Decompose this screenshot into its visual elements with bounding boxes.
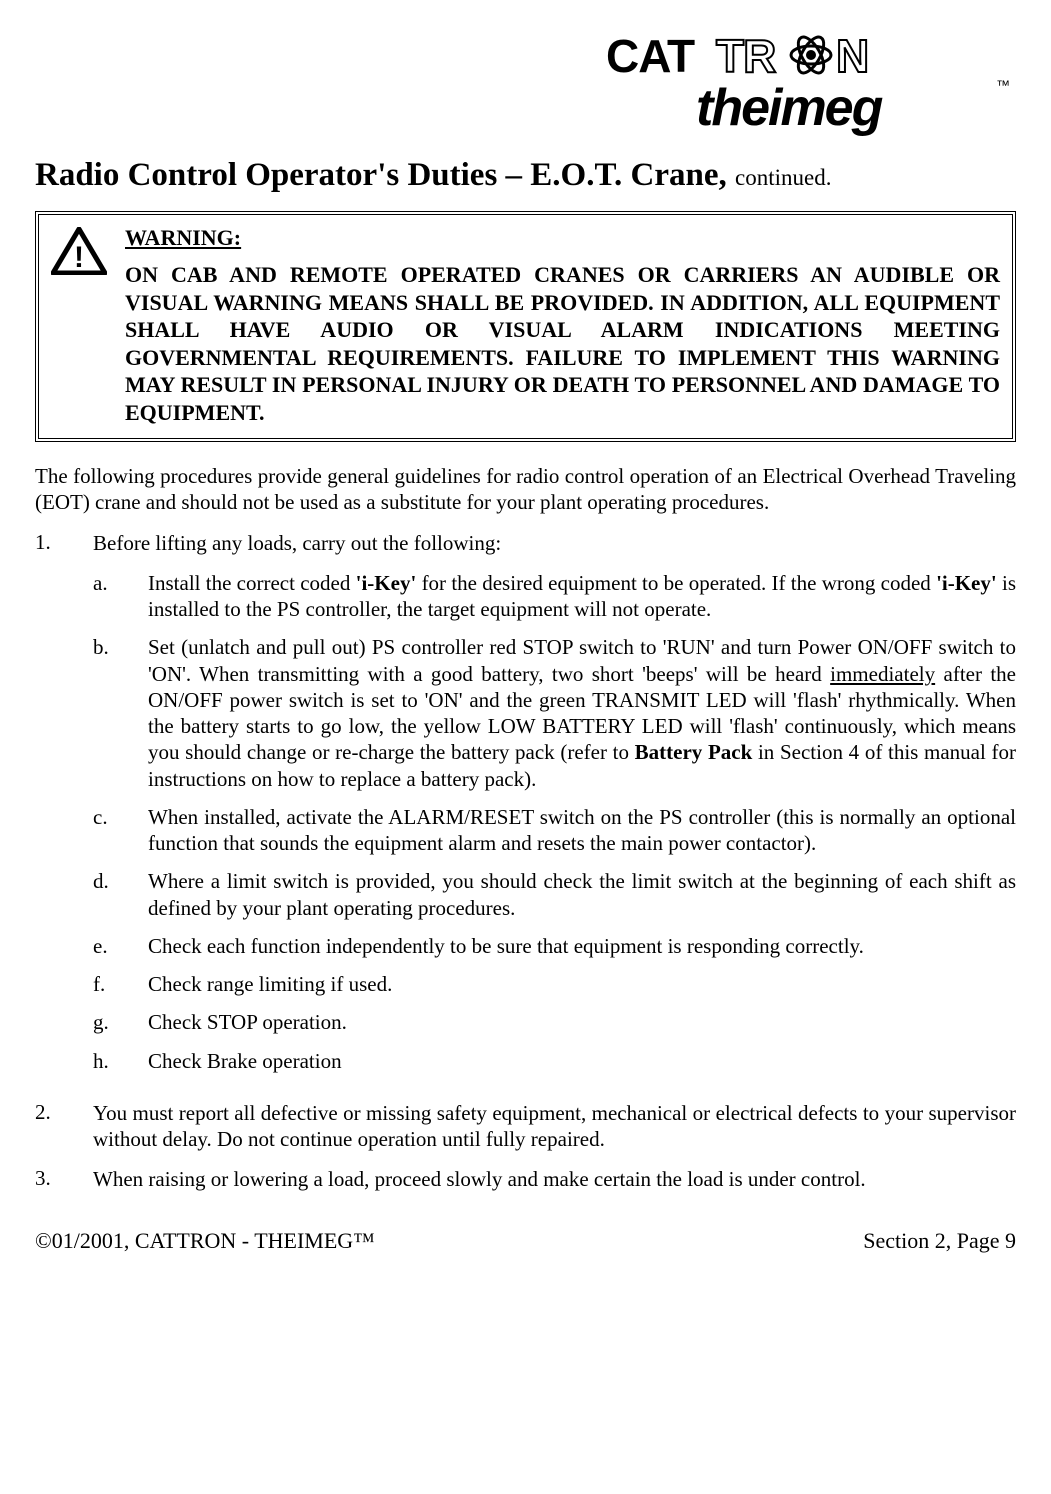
- svg-text:!: !: [74, 241, 84, 274]
- page-title: Radio Control Operator's Duties – E.O.T.…: [35, 156, 1016, 196]
- footer-copyright: ©01/2001, CATTRON - THEIMEG™: [35, 1228, 375, 1254]
- sub-item-c: c. When installed, activate the ALARM/RE…: [93, 804, 1016, 857]
- intro-paragraph: The following procedures provide general…: [35, 463, 1016, 516]
- warning-text: ON CAB AND REMOTE OPERATED CRANES OR CAR…: [125, 261, 1000, 426]
- sub-content: Install the correct coded 'i-Key' for th…: [148, 570, 1016, 623]
- sub-letter: d.: [93, 868, 148, 894]
- list-content: Before lifting any loads, carry out the …: [93, 530, 1016, 1086]
- sub-letter: h.: [93, 1048, 148, 1074]
- list-item-3: 3. When raising or lowering a load, proc…: [35, 1166, 1016, 1192]
- list-item-2: 2. You must report all defective or miss…: [35, 1100, 1016, 1153]
- sub-item-b: b. Set (unlatch and pull out) PS control…: [93, 634, 1016, 792]
- warning-content: WARNING: ON CAB AND REMOTE OPERATED CRAN…: [125, 225, 1000, 426]
- svg-text:theimeg: theimeg: [696, 79, 883, 137]
- sub-content: Check range limiting if used.: [148, 971, 1016, 997]
- sub-list: a. Install the correct coded 'i-Key' for…: [93, 570, 1016, 1074]
- list-number: 1.: [35, 530, 93, 555]
- list-item-text: Before lifting any loads, carry out the …: [93, 531, 501, 555]
- warning-triangle-icon: !: [51, 227, 107, 281]
- warning-label: WARNING:: [125, 225, 1000, 251]
- warning-box: ! WARNING: ON CAB AND REMOTE OPERATED CR…: [35, 211, 1016, 442]
- sub-letter: b.: [93, 634, 148, 660]
- page-footer: ©01/2001, CATTRON - THEIMEG™ Section 2, …: [35, 1228, 1016, 1254]
- list-item-1: 1. Before lifting any loads, carry out t…: [35, 530, 1016, 1086]
- sub-content: Check Brake operation: [148, 1048, 1016, 1074]
- sub-letter: c.: [93, 804, 148, 830]
- svg-text:™: ™: [996, 77, 1010, 93]
- sub-item-a: a. Install the correct coded 'i-Key' for…: [93, 570, 1016, 623]
- sub-letter: e.: [93, 933, 148, 959]
- sub-content: Check each function independently to be …: [148, 933, 1016, 959]
- sub-letter: g.: [93, 1009, 148, 1035]
- sub-content: Check STOP operation.: [148, 1009, 1016, 1035]
- sub-item-h: h. Check Brake operation: [93, 1048, 1016, 1074]
- brand-logo: CAT TR N theimeg ™: [35, 30, 1016, 146]
- svg-text:CAT: CAT: [606, 30, 695, 82]
- footer-page-number: Section 2, Page 9: [863, 1228, 1016, 1254]
- sub-content: Set (unlatch and pull out) PS controller…: [148, 634, 1016, 792]
- sub-item-e: e. Check each function independently to …: [93, 933, 1016, 959]
- title-continued: continued.: [735, 165, 831, 190]
- sub-item-g: g. Check STOP operation.: [93, 1009, 1016, 1035]
- list-number: 3.: [35, 1166, 93, 1191]
- list-number: 2.: [35, 1100, 93, 1125]
- svg-text:TR: TR: [716, 30, 776, 82]
- sub-item-d: d. Where a limit switch is provided, you…: [93, 868, 1016, 921]
- main-list: 1. Before lifting any loads, carry out t…: [35, 530, 1016, 1193]
- sub-letter: f.: [93, 971, 148, 997]
- sub-content: When installed, activate the ALARM/RESET…: [148, 804, 1016, 857]
- list-content: You must report all defective or missing…: [93, 1100, 1016, 1153]
- sub-item-f: f. Check range limiting if used.: [93, 971, 1016, 997]
- sub-content: Where a limit switch is provided, you sh…: [148, 868, 1016, 921]
- list-content: When raising or lowering a load, proceed…: [93, 1166, 1016, 1192]
- cattron-theimeg-logo: CAT TR N theimeg ™: [586, 30, 1016, 140]
- svg-text:N: N: [836, 30, 869, 82]
- title-main: Radio Control Operator's Duties – E.O.T.…: [35, 157, 735, 193]
- sub-letter: a.: [93, 570, 148, 596]
